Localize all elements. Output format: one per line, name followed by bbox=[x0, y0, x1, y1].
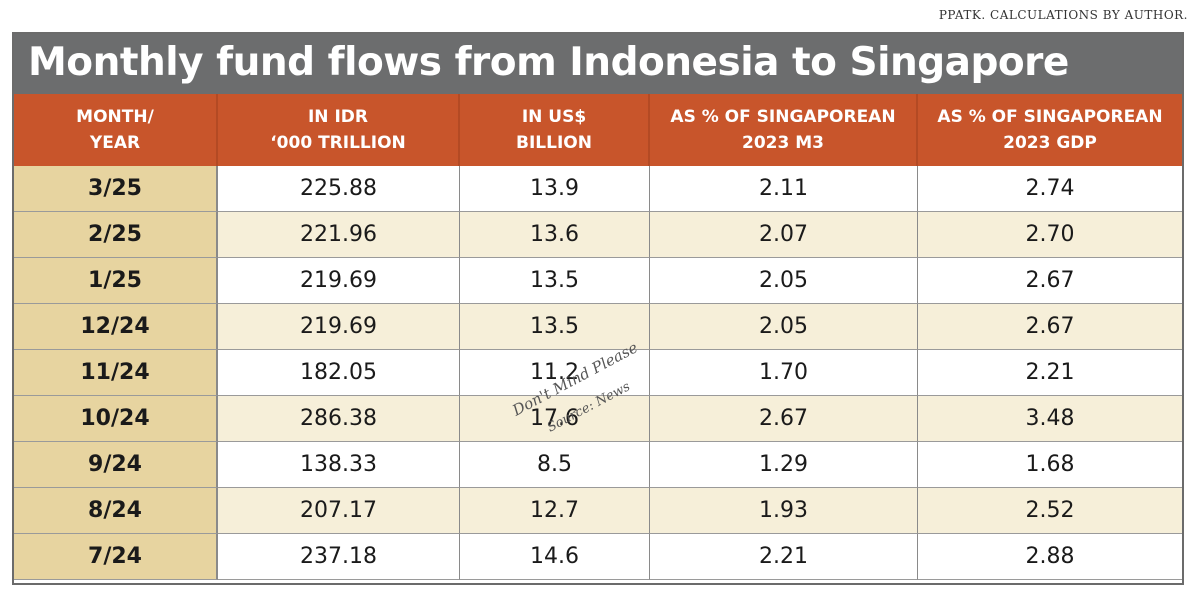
column-header-line: ‘000 TRILLION bbox=[270, 133, 406, 153]
column-header-line: AS % OF SINGAPOREAN bbox=[670, 107, 896, 127]
usd-cell: 13.5 bbox=[460, 304, 650, 350]
table-row: 3/25 225.88 13.9 2.11 2.74 bbox=[14, 166, 1182, 212]
source-note: PPATK. CALCULATIONS BY AUTHOR. bbox=[938, 8, 1188, 22]
table-row: 12/24 219.69 13.5 2.05 2.67 bbox=[14, 304, 1182, 350]
idr-cell: 221.96 bbox=[218, 212, 460, 258]
table-row: 8/24 207.17 12.7 1.93 2.52 bbox=[14, 488, 1182, 534]
title-bar: Monthly fund flows from Indonesia to Sin… bbox=[14, 34, 1182, 94]
pct-gdp-cell: 2.74 bbox=[918, 166, 1182, 212]
table-row: 10/24 286.38 17.6 2.67 3.48 bbox=[14, 396, 1182, 442]
chart-title: Monthly fund flows from Indonesia to Sin… bbox=[28, 40, 1069, 85]
column-header-pct-m3: AS % OF SINGAPOREAN 2023 M3 bbox=[650, 94, 918, 166]
column-header-line: 2023 GDP bbox=[1003, 133, 1097, 153]
pct-gdp-cell: 2.70 bbox=[918, 212, 1182, 258]
month-cell: 7/24 bbox=[14, 534, 218, 580]
pct-gdp-cell: 2.52 bbox=[918, 488, 1182, 534]
pct-m3-cell: 2.07 bbox=[650, 212, 918, 258]
column-header-line: BILLION bbox=[516, 133, 592, 153]
month-cell: 1/25 bbox=[14, 258, 218, 304]
month-cell: 11/24 bbox=[14, 350, 218, 396]
idr-cell: 182.05 bbox=[218, 350, 460, 396]
table-row: 11/24 182.05 11.2 1.70 2.21 bbox=[14, 350, 1182, 396]
pct-m3-cell: 2.11 bbox=[650, 166, 918, 212]
column-header-month-year: MONTH/YEAR bbox=[14, 94, 218, 166]
column-header-line: IN US$ bbox=[521, 107, 587, 127]
month-cell: 8/24 bbox=[14, 488, 218, 534]
usd-cell: 13.9 bbox=[460, 166, 650, 212]
pct-m3-cell: 2.05 bbox=[650, 304, 918, 350]
usd-cell: 12.7 bbox=[460, 488, 650, 534]
month-cell: 10/24 bbox=[14, 396, 218, 442]
column-header-line: YEAR bbox=[89, 133, 141, 153]
table-frame: Monthly fund flows from Indonesia to Sin… bbox=[12, 32, 1184, 585]
month-cell: 3/25 bbox=[14, 166, 218, 212]
pct-m3-cell: 2.21 bbox=[650, 534, 918, 580]
table-row: 7/24 237.18 14.6 2.21 2.88 bbox=[14, 534, 1182, 580]
pct-m3-cell: 2.05 bbox=[650, 258, 918, 304]
usd-cell: 8.5 bbox=[460, 442, 650, 488]
pct-m3-cell: 1.70 bbox=[650, 350, 918, 396]
table-row: 2/25 221.96 13.6 2.07 2.70 bbox=[14, 212, 1182, 258]
month-cell: 12/24 bbox=[14, 304, 218, 350]
pct-gdp-cell: 3.48 bbox=[918, 396, 1182, 442]
pct-gdp-cell: 2.67 bbox=[918, 304, 1182, 350]
idr-cell: 138.33 bbox=[218, 442, 460, 488]
table-header: MONTH/YEAR IN IDR ‘000 TRILLION IN US$ BIL… bbox=[14, 94, 1182, 166]
pct-gdp-cell: 2.88 bbox=[918, 534, 1182, 580]
column-header-line: MONTH/ bbox=[76, 107, 154, 127]
usd-cell: 13.6 bbox=[460, 212, 650, 258]
usd-cell: 11.2 bbox=[460, 350, 650, 396]
pct-gdp-cell: 2.67 bbox=[918, 258, 1182, 304]
column-header-idr: IN IDR ‘000 TRILLION bbox=[218, 94, 460, 166]
idr-cell: 225.88 bbox=[218, 166, 460, 212]
pct-gdp-cell: 1.68 bbox=[918, 442, 1182, 488]
month-cell: 9/24 bbox=[14, 442, 218, 488]
idr-cell: 286.38 bbox=[218, 396, 460, 442]
table-body: 3/25 225.88 13.9 2.11 2.74 2/25 221.96 13.6 2.07… bbox=[14, 166, 1182, 580]
pct-m3-cell: 2.67 bbox=[650, 396, 918, 442]
pct-m3-cell: 1.29 bbox=[650, 442, 918, 488]
usd-cell: 14.6 bbox=[460, 534, 650, 580]
column-header-usd: IN US$ BILLION bbox=[460, 94, 650, 166]
table-row: 9/24 138.33 8.5 1.29 1.68 bbox=[14, 442, 1182, 488]
month-cell: 2/25 bbox=[14, 212, 218, 258]
pct-gdp-cell: 2.21 bbox=[918, 350, 1182, 396]
idr-cell: 219.69 bbox=[218, 258, 460, 304]
pct-m3-cell: 1.93 bbox=[650, 488, 918, 534]
idr-cell: 219.69 bbox=[218, 304, 460, 350]
usd-cell: 13.5 bbox=[460, 258, 650, 304]
usd-cell: 17.6 bbox=[460, 396, 650, 442]
idr-cell: 237.18 bbox=[218, 534, 460, 580]
table-row: 1/25 219.69 13.5 2.05 2.67 bbox=[14, 258, 1182, 304]
column-header-line: AS % OF SINGAPOREAN bbox=[937, 107, 1163, 127]
column-header-pct-gdp: AS % OF SINGAPOREAN 2023 GDP bbox=[918, 94, 1182, 166]
idr-cell: 207.17 bbox=[218, 488, 460, 534]
column-header-line: 2023 M3 bbox=[742, 133, 824, 153]
column-header-line: IN IDR bbox=[307, 107, 368, 127]
